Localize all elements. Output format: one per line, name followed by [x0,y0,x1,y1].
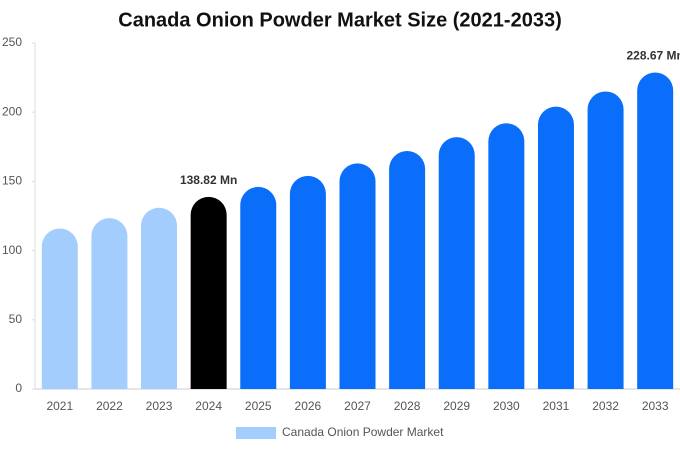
x-tick-label: 2027 [344,399,371,413]
bar [190,196,227,389]
bar [91,218,128,389]
bar [339,163,376,389]
bar [289,175,326,389]
legend-label: Canada Onion Powder Market [282,425,444,439]
x-tick-label: 2031 [543,399,570,413]
x-tick-label: 2023 [146,399,173,413]
legend-swatch [236,427,276,439]
bar [488,123,525,389]
bar [240,186,277,389]
x-tick-label: 2028 [394,399,421,413]
bar [587,91,624,390]
value-label: 138.82 Mn [180,173,237,187]
bar [141,207,178,389]
value-label: 228.67 Mn [627,49,680,63]
bar [537,106,574,389]
x-tick-label: 2033 [642,399,669,413]
y-tick-label: 50 [9,312,23,326]
y-tick-label: 150 [2,174,22,188]
bar [41,228,78,389]
bar [637,72,674,390]
chart-title: Canada Onion Powder Market Size (2021-20… [118,9,562,31]
x-tick-label: 2030 [493,399,520,413]
x-tick-label: 2024 [195,399,222,413]
x-tick-label: 2025 [245,399,272,413]
bar [438,137,475,389]
x-tick-label: 2021 [46,399,73,413]
x-tick-label: 2026 [295,399,322,413]
y-tick-label: 0 [15,381,22,395]
y-tick-label: 250 [2,35,22,49]
bar [389,150,426,389]
x-tick-label: 2029 [443,399,470,413]
x-tick-label: 2032 [592,399,619,413]
y-tick-label: 200 [2,104,22,118]
y-tick-label: 100 [2,243,22,257]
x-tick-label: 2022 [96,399,123,413]
